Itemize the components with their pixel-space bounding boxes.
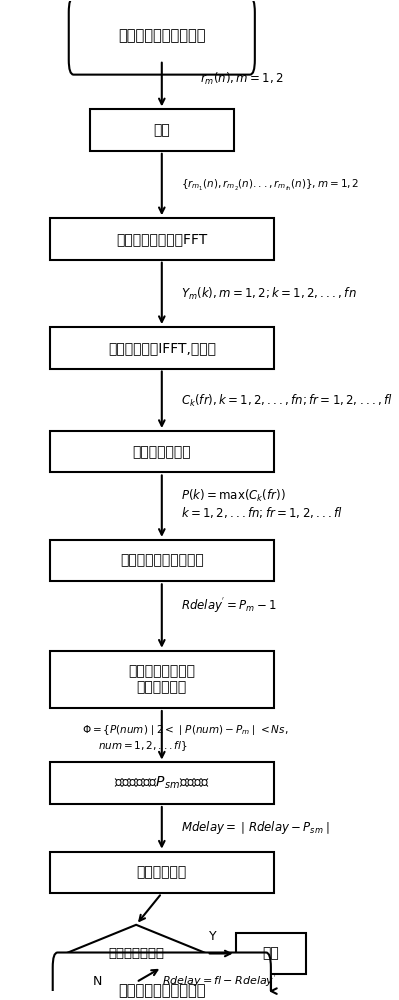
Text: $\Phi=\{P(num)\mid 2<\mid P(num)-P_m\mid<Ns,$: $\Phi=\{P(num)\mid 2<\mid P(num)-P_m\mid… — [81, 723, 288, 737]
Text: $num=1,2,...fl\}$: $num=1,2,...fl\}$ — [98, 739, 187, 753]
Text: $Rdelay=fl-Rdelay^{'}$: $Rdelay=fl-Rdelay^{'}$ — [162, 973, 277, 989]
Text: $C_k(fr), k=1,2,...,fn; fr=1,2,...,fl$: $C_k(fr), k=1,2,...,fn; fr=1,2,...,fl$ — [181, 393, 393, 409]
Text: 取众数，计算相对时延: 取众数，计算相对时延 — [120, 554, 203, 568]
Polygon shape — [65, 925, 207, 982]
Text: $\{r_{m_1}(n), r_{m_2}(n)..., r_{m_{fn}}(n)\}, m=1,2$: $\{r_{m_1}(n), r_{m_2}(n)..., r_{m_{fn}}… — [181, 178, 359, 193]
Text: 对两路信号逐帧做FFT: 对两路信号逐帧做FFT — [116, 232, 207, 246]
FancyBboxPatch shape — [49, 327, 274, 369]
Text: $r_m(n), m=1,2$: $r_m(n), m=1,2$ — [200, 71, 284, 87]
Text: 求相关峰值位置: 求相关峰值位置 — [132, 445, 191, 459]
FancyBboxPatch shape — [49, 540, 274, 581]
Text: N: N — [93, 975, 102, 988]
Text: 两路采样后的接收数据: 两路采样后的接收数据 — [118, 29, 205, 44]
FancyBboxPatch shape — [49, 852, 274, 893]
Text: 计算符合次众数要
求的时延集合: 计算符合次众数要 求的时延集合 — [128, 664, 195, 694]
Text: $Mdelay=\mid Rdelay-P_{sm}\mid$: $Mdelay=\mid Rdelay-P_{sm}\mid$ — [181, 819, 330, 836]
Text: Y: Y — [209, 930, 217, 943]
FancyBboxPatch shape — [49, 431, 274, 472]
Text: 得到两路信号相对时延: 得到两路信号相对时延 — [118, 984, 205, 999]
FancyBboxPatch shape — [49, 651, 274, 708]
FancyBboxPatch shape — [53, 953, 271, 1000]
FancyBboxPatch shape — [69, 0, 255, 75]
FancyBboxPatch shape — [235, 933, 306, 974]
Text: 是否需要修正？: 是否需要修正？ — [108, 947, 164, 960]
Text: $P(k)=\max(C_k(fr))$: $P(k)=\max(C_k(fr))$ — [181, 488, 286, 504]
Text: $Y_m(k), m=1,2; k=1,2,...,fn$: $Y_m(k), m=1,2; k=1,2,...,fn$ — [181, 286, 357, 302]
Text: $k=1,2,...fn; fr=1,2,...fl$: $k=1,2,...fn; fr=1,2,...fl$ — [181, 505, 343, 520]
Text: $Rdelay^{'}=P_m-1$: $Rdelay^{'}=P_m-1$ — [181, 595, 277, 615]
Text: 分帧: 分帧 — [154, 123, 170, 137]
Text: 修正: 修正 — [263, 947, 279, 961]
FancyBboxPatch shape — [49, 218, 274, 260]
FancyBboxPatch shape — [90, 109, 234, 151]
Text: 计算多径时延: 计算多径时延 — [137, 865, 187, 879]
Text: 共轭相乘后做IFFT,取模值: 共轭相乘后做IFFT,取模值 — [108, 341, 216, 355]
Text: 取集合的众数$P_{sm}$作为次众: 取集合的众数$P_{sm}$作为次众 — [114, 775, 209, 791]
FancyBboxPatch shape — [49, 762, 274, 804]
